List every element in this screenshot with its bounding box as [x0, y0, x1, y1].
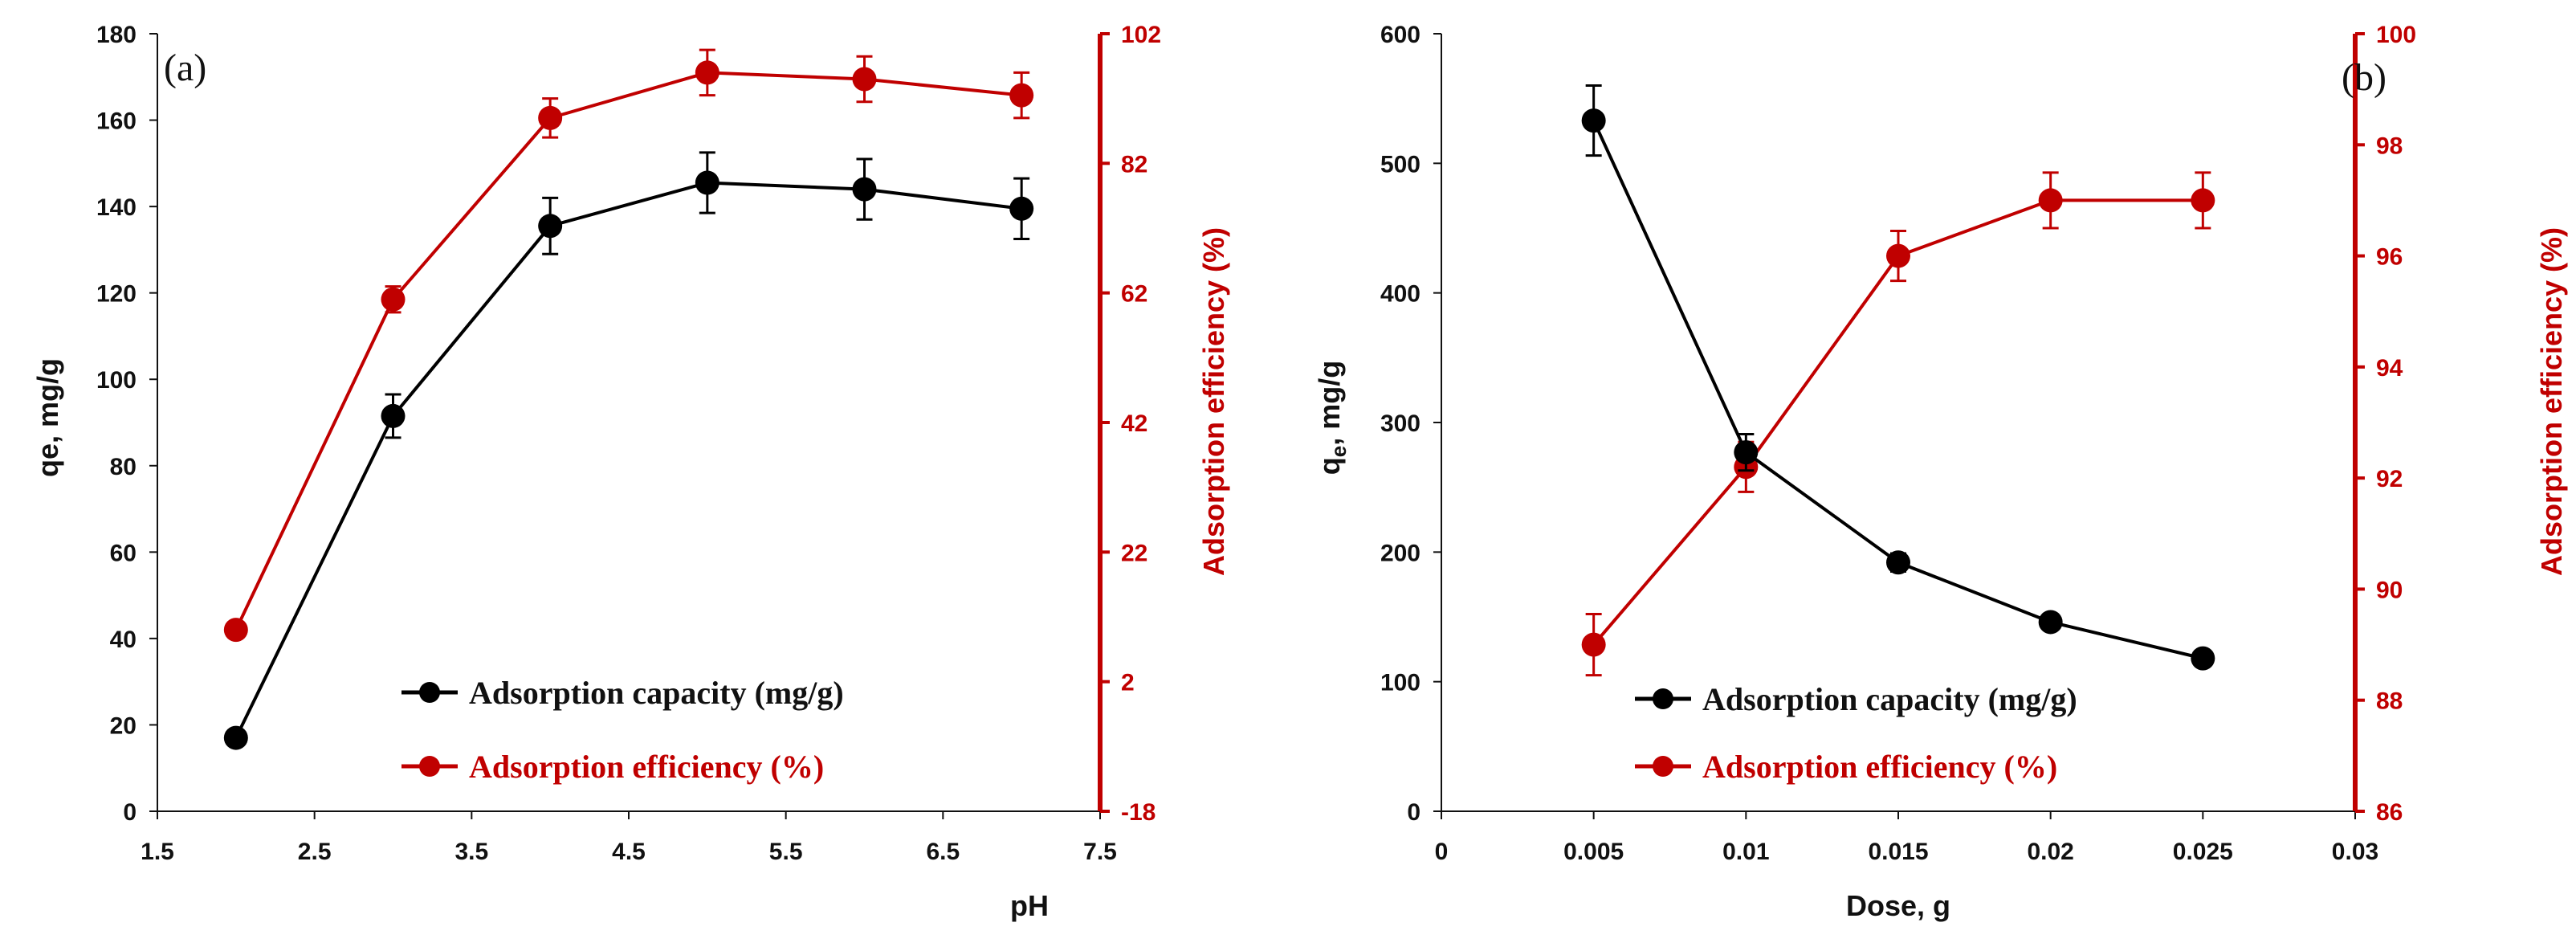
legend-a-efficiency-text: Adsorption efficiency (%)	[469, 749, 824, 785]
panel-a-y2-axis-title: Adsorption efficiency (%)	[1197, 227, 1230, 576]
panel-a-marks	[223, 48, 1034, 750]
panel-b-label: (b)	[2342, 56, 2386, 99]
panel-b-y-tick-label: 100	[1380, 670, 1420, 696]
panel-a-y-tick-label: 180	[96, 22, 137, 48]
panel-b-x-tick-label: 0.015	[1868, 839, 1928, 865]
panel-a-capacity-point	[695, 170, 719, 195]
panel-a-efficiency-point	[695, 60, 719, 85]
panel-a-x-tick-label: 7.5	[1083, 839, 1117, 865]
panel-a-capacity-line	[234, 181, 1022, 739]
panel-b-capacity-point	[1734, 440, 1759, 465]
panel-a-y-tick-label: 80	[110, 454, 137, 480]
panel-b-y-axis-title: qe, mg/g	[1313, 361, 1351, 475]
panel-a-y-tick-label: 60	[110, 540, 137, 566]
panel-a-x-tick-label: 6.5	[926, 839, 960, 865]
panel-a-efficiency-line	[234, 71, 1022, 631]
panel-b-y2-tick-label: 86	[2376, 799, 2403, 826]
panel-b-x-axis-title: Dose, g	[1846, 889, 1950, 922]
panel-a-ticks: 1.5 2.5 3.5 4.5 5.5 6.5 7.5 0 20 40 60 80 100 120 140 1…	[96, 22, 1161, 865]
panel-a-x-axis-title: pH	[1010, 889, 1049, 922]
panel-b-efficiency-point	[2038, 188, 2063, 213]
legend-b-efficiency-marker	[1653, 756, 1673, 777]
panel-a-y2-tick-label: 2	[1121, 670, 1135, 696]
legend-a-capacity-text: Adsorption capacity (mg/g)	[469, 675, 844, 711]
panel-a-capacity-point	[1009, 196, 1034, 221]
panel-b-y-axis-title-sub: e	[1327, 446, 1351, 457]
legend-b-capacity-text: Adsorption capacity (mg/g)	[1702, 681, 2077, 717]
panel-b-y2-tick-label: 98	[2376, 133, 2403, 159]
panel-b-y-tick-label: 0	[1407, 799, 1420, 826]
legend-b-efficiency-text: Adsorption efficiency (%)	[1702, 749, 2057, 785]
panel-a-efficiency-point	[852, 67, 877, 92]
panel-b: 0 0.005 0.01 0.015 0.02 0.025 0.03 0 100 200 300 40…	[1313, 22, 2568, 922]
panel-a-y2-tick-label: 82	[1121, 151, 1147, 178]
panel-b-capacity-point	[1886, 550, 1910, 575]
panel-b-x-tick-label: 0.025	[2173, 839, 2233, 865]
panel-a: 1.5 2.5 3.5 4.5 5.5 6.5 7.5 0 20 40 60 80 100 120 140 1…	[31, 22, 1230, 922]
panel-b-capacity-point	[2191, 646, 2215, 671]
panel-a-y-tick-label: 40	[110, 627, 137, 653]
panel-a-label: (a)	[164, 47, 206, 89]
panel-b-y2-tick-label: 88	[2376, 688, 2403, 715]
panel-a-capacity-point	[381, 403, 406, 428]
panel-a-legend: Adsorption capacity (mg/g) Adsorption ef…	[401, 675, 844, 785]
panel-b-y2-axis-title: Adsorption efficiency (%)	[2535, 227, 2568, 576]
panel-b-y-axis-title-q: q	[1313, 457, 1346, 475]
panel-b-y2-tick-label: 96	[2376, 244, 2403, 271]
panel-b-y2-tick-label: 94	[2376, 355, 2403, 382]
legend-a-efficiency-marker	[419, 756, 440, 777]
panel-b-y2-tick-label: 90	[2376, 577, 2403, 603]
panel-b-ticks: 0 0.005 0.01 0.015 0.02 0.025 0.03 0 100 200 300 40…	[1380, 22, 2416, 865]
panel-a-efficiency-point	[1009, 83, 1034, 108]
panel-a-y-axis-title: qe, mg/g	[31, 358, 64, 477]
panel-b-marks	[1581, 84, 2215, 677]
panel-a-x-tick-label: 5.5	[769, 839, 803, 865]
panel-b-x-tick-label: 0.01	[1722, 839, 1769, 865]
legend-b-capacity-marker	[1653, 688, 1673, 709]
panel-b-x-tick-label: 0	[1435, 839, 1449, 865]
panel-a-x-tick-label: 3.5	[454, 839, 488, 865]
panel-a-x-tick-label: 4.5	[612, 839, 646, 865]
panel-a-y2-tick-label: -18	[1121, 799, 1156, 826]
panel-a-y-tick-label: 100	[96, 367, 137, 394]
panel-a-y2-tick-label: 62	[1121, 281, 1147, 308]
panel-b-legend: Adsorption capacity (mg/g) Adsorption ef…	[1635, 681, 2077, 785]
panel-a-y-tick-label: 20	[110, 712, 137, 739]
panel-b-x-tick-label: 0.02	[2027, 839, 2073, 865]
panel-b-efficiency-point	[1581, 632, 1606, 657]
panel-a-capacity-point	[538, 214, 563, 239]
panel-a-efficiency-point	[538, 105, 563, 130]
panel-b-x-tick-label: 0.005	[1563, 839, 1624, 865]
panel-b-x-tick-label: 0.03	[2332, 839, 2378, 865]
panel-a-capacity-point	[852, 177, 877, 202]
panel-a-x-tick-label: 2.5	[298, 839, 332, 865]
panel-b-capacity-point	[1581, 108, 1606, 133]
panel-b-y-tick-label: 500	[1380, 151, 1420, 178]
panel-b-capacity-point	[2038, 610, 2063, 635]
panel-a-y-tick-label: 120	[96, 281, 137, 308]
panel-a-y-tick-label: 0	[123, 799, 137, 826]
panel-a-y-tick-label: 140	[96, 194, 137, 221]
panel-b-y-axis-title-rest: , mg/g	[1313, 361, 1346, 446]
panel-a-y2-tick-label: 22	[1121, 540, 1147, 566]
panel-a-y-tick-label: 160	[96, 108, 137, 135]
panel-b-y-tick-label: 200	[1380, 540, 1420, 566]
panel-b-y2-tick-label: 100	[2376, 22, 2416, 48]
panel-b-y-tick-label: 400	[1380, 281, 1420, 308]
panel-b-y2-tick-label: 92	[2376, 466, 2403, 492]
panel-a-x-tick-label: 1.5	[141, 839, 174, 865]
legend-a-capacity-marker	[419, 682, 440, 703]
panel-b-efficiency-point	[1886, 243, 1910, 268]
panel-a-y2-tick-label: 102	[1121, 22, 1161, 48]
panel-b-y-tick-label: 300	[1380, 410, 1420, 437]
panel-a-capacity-point	[223, 725, 248, 750]
panel-b-y-tick-label: 600	[1380, 22, 1420, 48]
panel-a-efficiency-point	[381, 287, 406, 312]
panel-a-y2-tick-label: 42	[1121, 410, 1147, 437]
panel-b-efficiency-point	[2191, 188, 2215, 213]
panel-a-efficiency-point	[223, 618, 248, 643]
